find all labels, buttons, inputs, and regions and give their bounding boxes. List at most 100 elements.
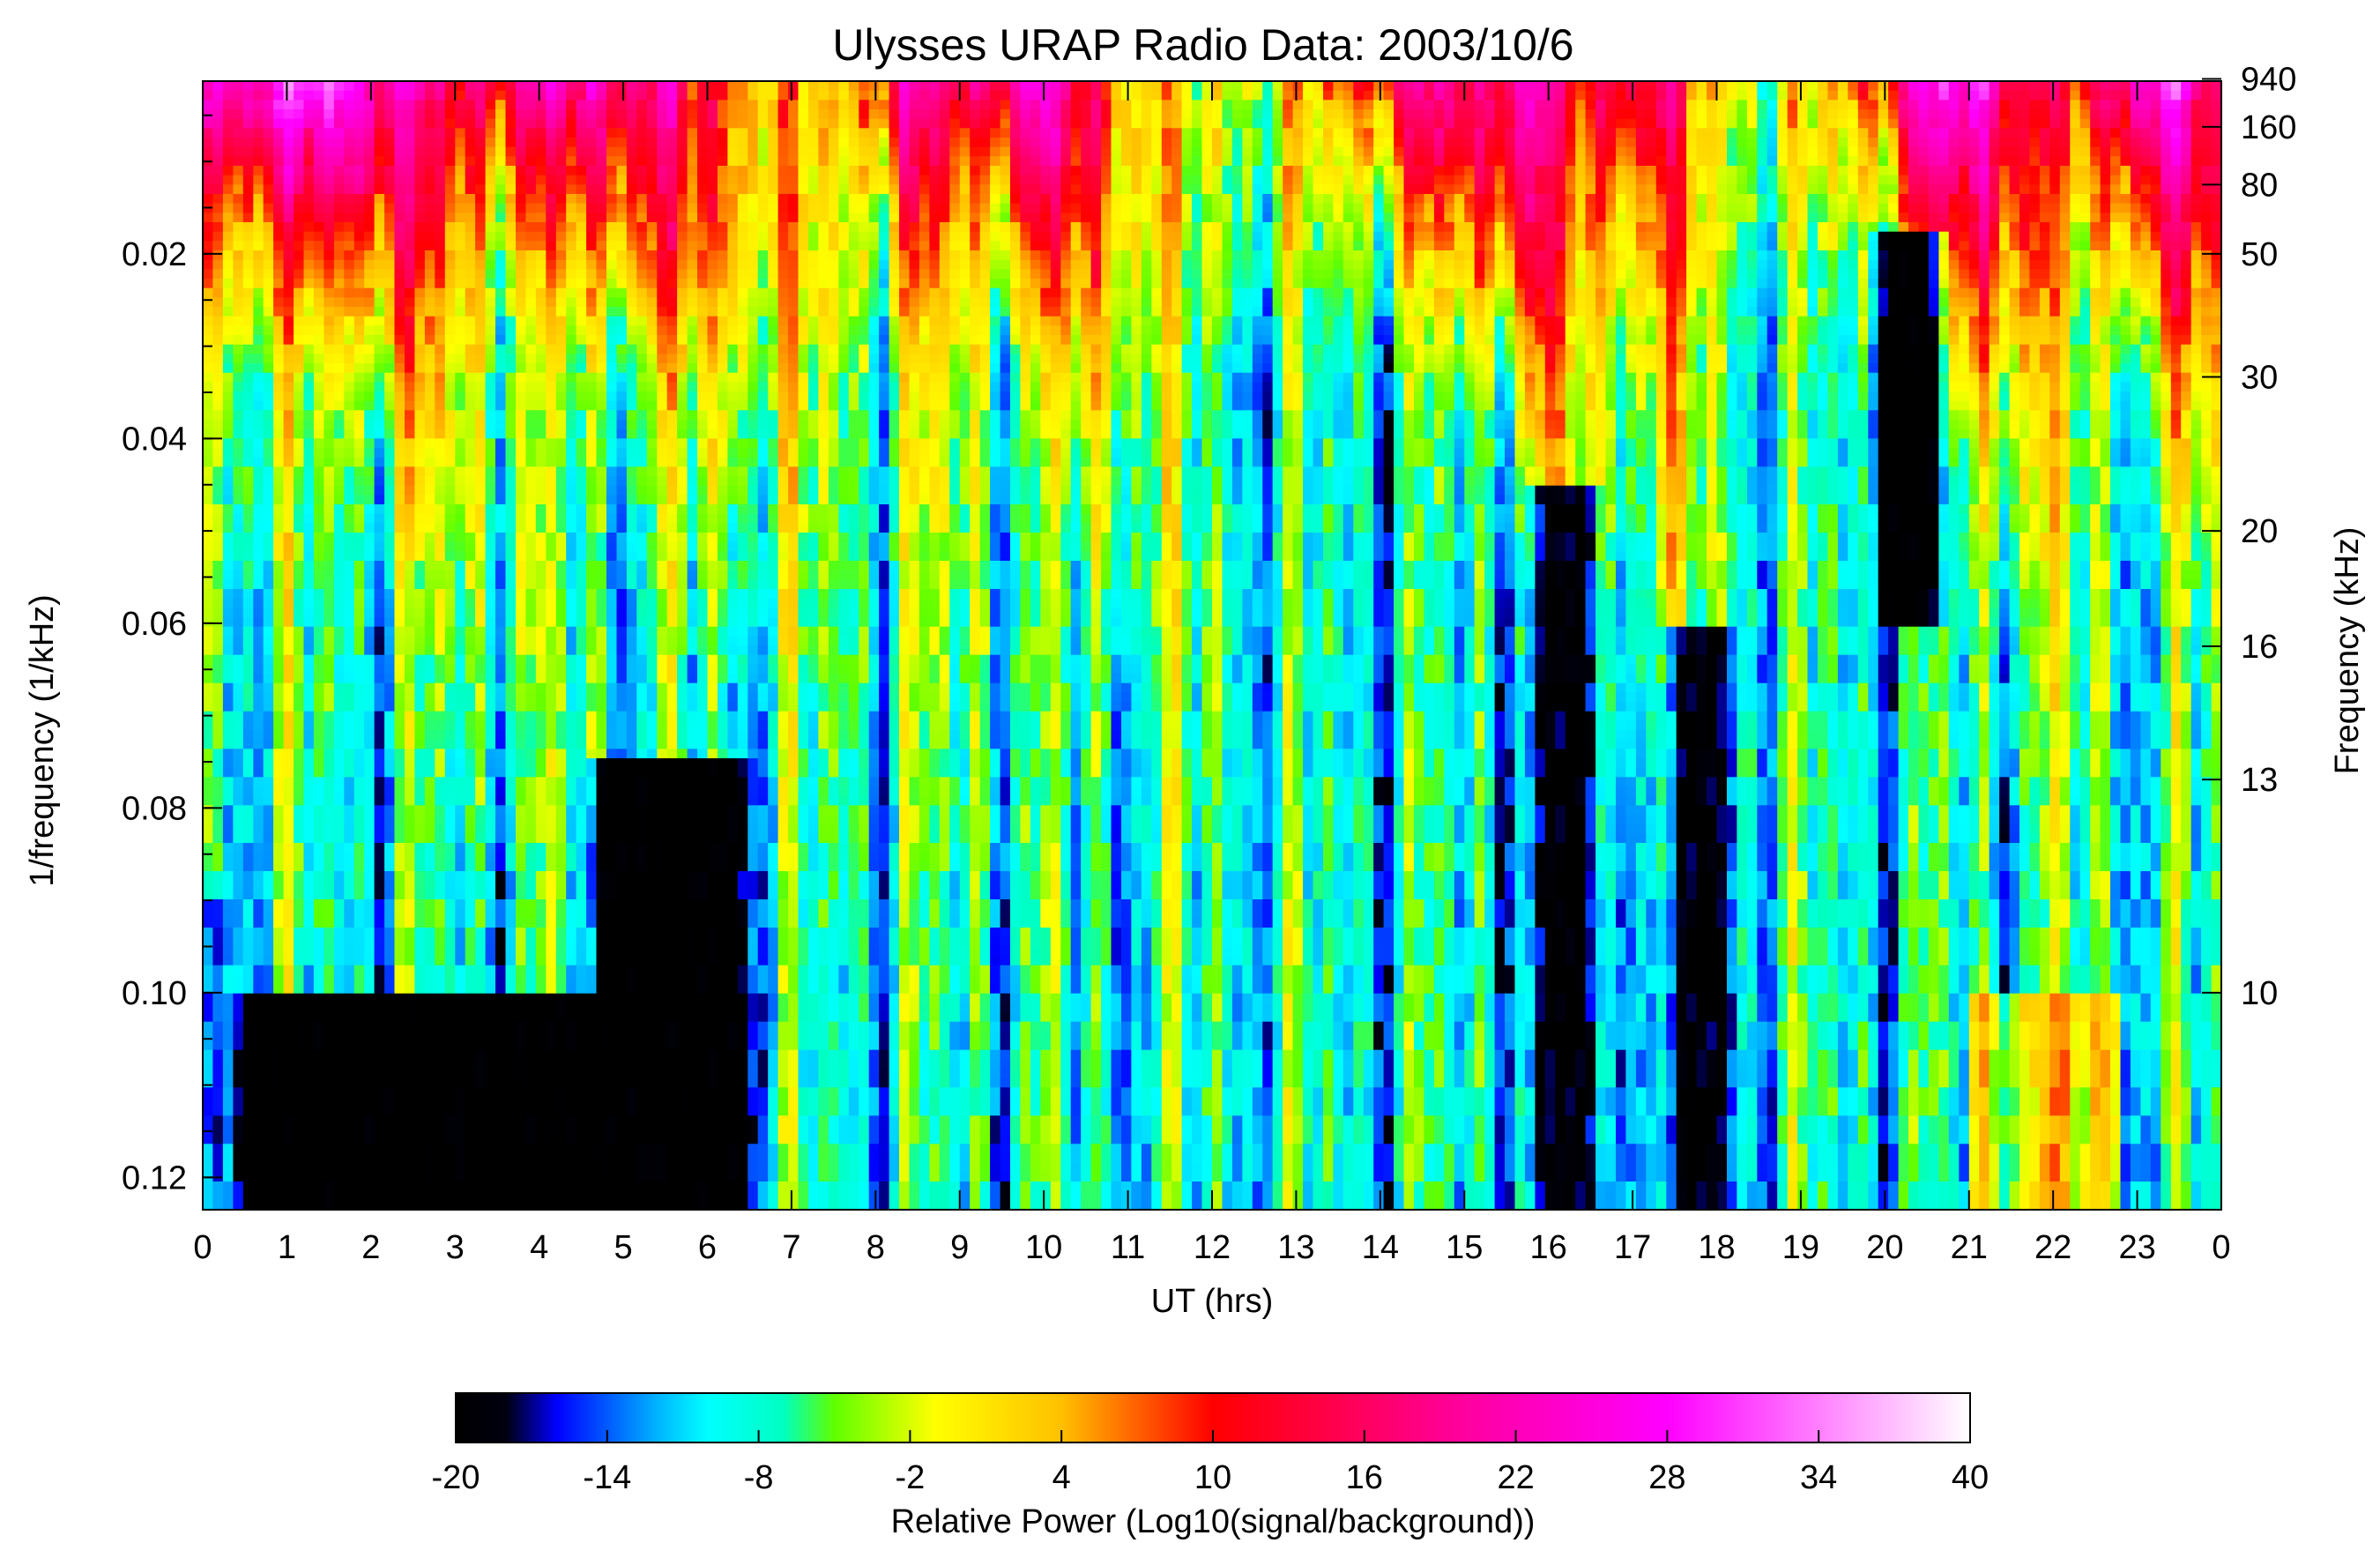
- heatmap-cell: [203, 674, 214, 684]
- heatmap-cell: [283, 993, 294, 1004]
- heatmap-cell: [546, 890, 557, 900]
- heatmap-cell: [313, 1125, 325, 1136]
- heatmap-cell: [566, 561, 577, 571]
- heatmap-cell: [203, 918, 214, 928]
- heatmap-cell: [324, 1115, 335, 1126]
- heatmap-cell: [294, 974, 305, 985]
- heatmap-cell: [546, 739, 557, 750]
- heatmap-cell: [555, 899, 568, 910]
- heatmap-cell: [394, 1077, 405, 1089]
- heatmap-cell: [535, 344, 547, 355]
- heatmap-cell: [555, 429, 568, 440]
- heatmap-cell: [233, 956, 244, 966]
- heatmap-cell: [596, 1012, 607, 1023]
- heatmap-cell: [374, 899, 385, 910]
- heatmap-cell: [324, 533, 335, 543]
- heatmap-cell: [222, 1049, 234, 1061]
- heatmap-cell: [555, 1087, 568, 1098]
- heatmap-cell: [485, 1003, 496, 1013]
- heatmap-cell: [566, 504, 577, 515]
- heatmap-cell: [444, 466, 456, 477]
- heatmap-cell: [424, 391, 436, 402]
- heatmap-cell: [444, 899, 456, 910]
- heatmap-cell: [444, 1012, 456, 1023]
- heatmap-cell: [324, 1031, 335, 1041]
- heatmap-cell: [324, 222, 335, 233]
- heatmap-cell: [444, 146, 456, 158]
- heatmap-cell: [495, 824, 507, 835]
- heatmap-cell: [586, 598, 598, 609]
- heatmap-cell: [364, 128, 376, 138]
- heatmap-cell: [242, 843, 254, 853]
- heatmap-cell: [364, 325, 376, 336]
- heatmap-cell: [566, 250, 577, 261]
- heatmap-cell: [294, 561, 305, 571]
- heatmap-cell: [465, 1059, 476, 1070]
- heatmap-cell: [566, 965, 577, 976]
- heatmap-cell: [505, 843, 517, 853]
- heatmap-cell: [222, 1031, 234, 1041]
- heatmap-cell: [324, 1200, 335, 1211]
- heatmap-cell: [263, 946, 274, 957]
- heatmap-cell: [324, 570, 335, 581]
- heatmap-cell: [233, 344, 244, 355]
- heatmap-cell: [516, 231, 527, 242]
- heatmap-cell: [586, 1106, 598, 1117]
- heatmap-cell: [253, 466, 264, 477]
- heatmap-cell: [353, 297, 366, 308]
- heatmap-cell: [455, 636, 466, 646]
- heatmap-cell: [333, 259, 346, 271]
- heatmap-cell: [606, 81, 618, 92]
- heatmap-cell: [516, 504, 527, 515]
- heatmap-cell: [353, 965, 366, 976]
- heatmap-cell: [525, 250, 537, 261]
- heatmap-cell: [516, 513, 527, 525]
- heatmap-cell: [576, 325, 587, 336]
- heatmap-cell: [414, 203, 426, 214]
- heatmap-cell: [596, 645, 607, 656]
- heatmap-cell: [242, 250, 254, 261]
- heatmap-cell: [212, 617, 224, 628]
- heatmap-cell: [283, 541, 294, 553]
- heatmap-cell: [566, 410, 577, 421]
- heatmap-cell: [222, 128, 234, 138]
- heatmap-cell: [465, 843, 476, 853]
- heatmap-cell: [555, 354, 568, 364]
- heatmap-cell: [586, 664, 598, 675]
- heatmap-cell: [424, 175, 436, 186]
- heatmap-cell: [294, 617, 305, 628]
- heatmap-cell: [313, 400, 325, 412]
- heatmap-cell: [273, 241, 285, 251]
- heatmap-cell: [405, 561, 416, 571]
- heatmap-cell: [505, 852, 517, 863]
- heatmap-cell: [596, 495, 607, 505]
- heatmap-cell: [424, 1115, 436, 1126]
- heatmap-cell: [435, 325, 446, 336]
- heatmap-cell: [606, 1087, 618, 1098]
- heatmap-cell: [283, 626, 294, 637]
- heatmap-cell: [525, 1106, 537, 1117]
- heatmap-cell: [303, 561, 315, 571]
- heatmap-cell: [414, 269, 426, 280]
- heatmap-cell: [333, 880, 346, 891]
- heatmap-cell: [495, 720, 507, 731]
- heatmap-cell: [303, 250, 315, 261]
- heatmap-cell: [546, 965, 557, 976]
- heatmap-cell: [242, 626, 254, 637]
- heatmap-cell: [364, 786, 376, 797]
- heatmap-cell: [495, 608, 507, 618]
- heatmap-cell: [616, 457, 628, 468]
- heatmap-cell: [222, 354, 234, 364]
- heatmap-cell: [313, 579, 325, 590]
- heatmap-cell: [294, 918, 305, 928]
- heatmap-cell: [465, 438, 476, 449]
- heatmap-cell: [283, 1134, 294, 1145]
- heatmap-cell: [364, 908, 376, 920]
- heatmap-cell: [435, 485, 446, 496]
- heatmap-cell: [405, 1021, 416, 1032]
- heatmap-cell: [333, 871, 346, 882]
- heatmap-cell: [616, 250, 628, 261]
- heatmap-cell: [414, 908, 426, 920]
- heatmap-cell: [576, 279, 587, 289]
- heatmap-cell: [546, 1059, 557, 1070]
